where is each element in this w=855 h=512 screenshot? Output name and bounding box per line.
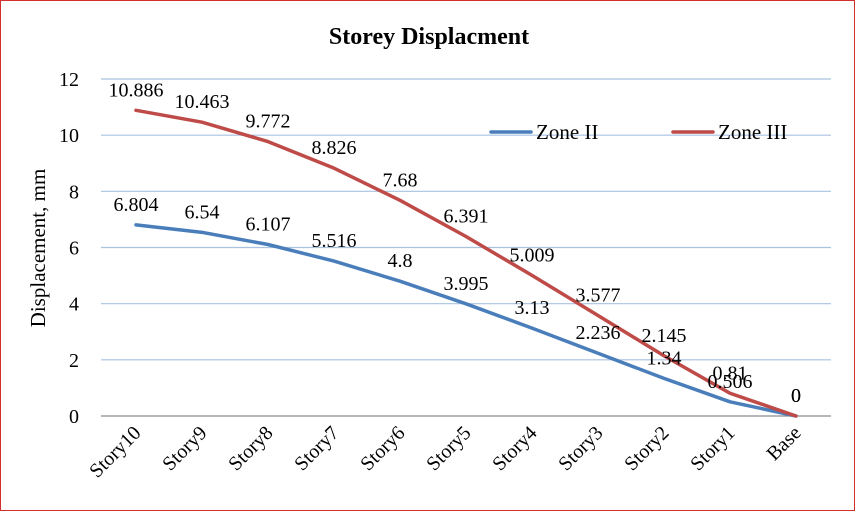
x-tick-label: Story7	[290, 422, 343, 475]
data-label: 7.68	[383, 169, 418, 191]
y-axis-title: Displacement, mm	[26, 169, 50, 328]
data-label: 3.577	[576, 285, 621, 307]
data-label: 1.34	[647, 347, 682, 369]
x-tick-label: Story5	[422, 422, 475, 475]
data-label: 5.516	[312, 230, 357, 252]
data-label: 3.995	[444, 273, 489, 295]
data-label: 0.81	[713, 362, 748, 384]
chart-title: Storey Displacment	[329, 24, 529, 50]
legend-label: Zone II	[536, 120, 598, 144]
data-label: 5.009	[510, 244, 555, 266]
data-labels: 6.804 6.54 6.107 5.516 4.8 3.995 3.13 2.236 1.34…	[109, 79, 802, 407]
data-label: 6.804	[114, 194, 159, 216]
y-tick-label: 6	[69, 238, 79, 260]
y-tick-label: 8	[69, 181, 79, 203]
series-line-zone-ii	[136, 225, 796, 416]
x-tick-label: Story1	[686, 422, 739, 475]
data-label: 2.236	[576, 322, 621, 344]
data-label: 6.54	[185, 201, 220, 223]
x-tick-label: Story6	[356, 422, 409, 475]
legend: Zone II Zone III	[491, 120, 787, 144]
data-label: 4.8	[388, 250, 413, 272]
y-tick-label: 12	[59, 69, 79, 91]
x-tick-label: Base	[762, 422, 805, 465]
series-line-zone-iii	[136, 110, 796, 416]
data-label: 10.463	[175, 91, 230, 113]
data-label: 0	[791, 385, 801, 407]
x-tick-label: Story10	[85, 422, 145, 482]
data-label: 9.772	[246, 111, 291, 133]
y-tick-label: 10	[59, 125, 79, 147]
data-label: 10.886	[109, 79, 164, 101]
x-tick-label: Story4	[488, 422, 541, 475]
y-tick-label: 4	[69, 294, 79, 316]
y-tick-label: 2	[69, 350, 79, 372]
series-lines	[136, 110, 796, 416]
legend-label: Zone III	[718, 120, 787, 144]
data-label: 6.391	[444, 206, 489, 228]
data-label: 3.13	[515, 297, 550, 319]
y-tick-labels: 0 2 4 6 8 10 12	[59, 69, 79, 428]
data-label: 6.107	[246, 213, 291, 235]
x-tick-label: Story8	[224, 422, 277, 475]
x-tick-label: Story3	[554, 422, 607, 475]
y-tick-label: 0	[69, 406, 79, 428]
data-label: 8.826	[312, 137, 357, 159]
x-tick-label: Story2	[620, 422, 673, 475]
x-tick-label: Story9	[158, 422, 211, 475]
data-label: 2.145	[642, 325, 687, 347]
